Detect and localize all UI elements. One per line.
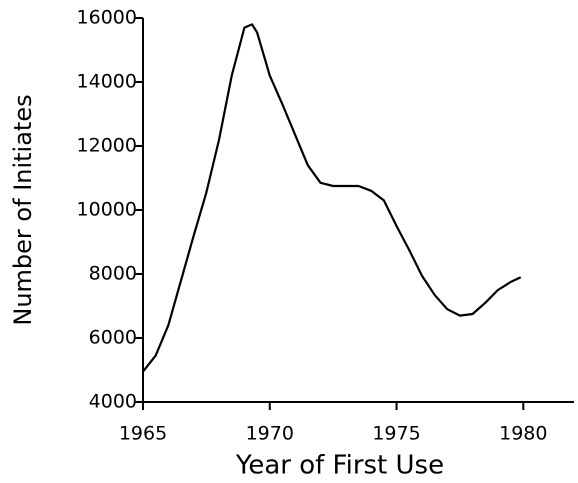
- y-tick-label: 10000: [77, 199, 137, 221]
- y-tick-label: 14000: [77, 71, 137, 93]
- x-tick-label: 1975: [372, 423, 420, 445]
- x-axis-label: Year of First Use: [235, 451, 444, 481]
- y-tick-label: 4000: [89, 391, 137, 413]
- x-tick-label: 1970: [246, 423, 294, 445]
- y-axis-label: Number of Initiates: [9, 94, 37, 325]
- y-tick-label: 16000: [77, 7, 137, 29]
- line: [142, 23, 522, 373]
- x-tick-label: 1965: [119, 423, 167, 445]
- y-tick-label: 12000: [77, 135, 137, 157]
- y-tick-label: 8000: [89, 263, 137, 285]
- y-tick-label: 6000: [89, 327, 137, 349]
- x-tick-label: 1980: [499, 423, 547, 445]
